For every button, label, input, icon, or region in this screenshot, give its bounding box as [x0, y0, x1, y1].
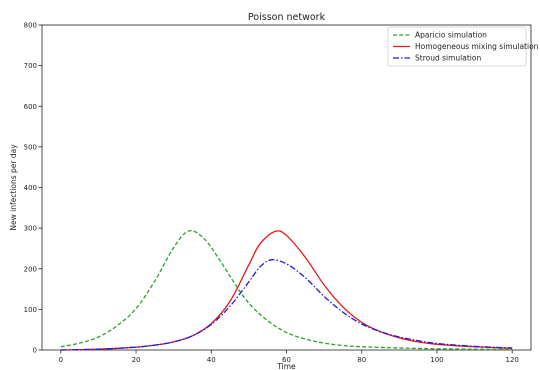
x-tick-label: 80 [357, 356, 366, 364]
y-tick-label: 700 [24, 62, 37, 70]
y-tick-label: 800 [24, 22, 37, 30]
x-axis-label: Time [276, 362, 296, 370]
series-line-2 [60, 259, 513, 351]
series-lines [60, 229, 513, 351]
legend-box [387, 26, 527, 67]
plot-area: 0 20 40 60 80 100 120 0 100 200 300 400 500 600 700 80… [24, 22, 532, 364]
chart-title: Poisson network [248, 12, 326, 23]
y-axis-label: New infections per day [9, 144, 18, 231]
x-tick-label: 0 [59, 356, 63, 364]
y-tick-label: 300 [24, 225, 37, 233]
y-tick-label: 0 [33, 347, 37, 355]
legend-label-2: Stroud simulation [415, 54, 481, 63]
x-tick-label: 60 [282, 356, 291, 364]
x-tick-label: 20 [132, 356, 141, 364]
y-tick-label: 200 [24, 265, 37, 273]
x-tick-label: 100 [430, 356, 443, 364]
legend-label-0: Aparicio simulation [415, 31, 487, 40]
legend-label-1: Homogeneous mixing simulation [415, 42, 539, 51]
y-tick-label: 100 [24, 306, 37, 314]
legend: Aparicio simulation Homogeneous mixing si… [387, 26, 539, 67]
y-tick-label: 500 [24, 143, 37, 151]
y-tick-label: 400 [24, 184, 37, 192]
x-tick-label: 120 [506, 356, 519, 364]
x-tick-label: 40 [207, 356, 216, 364]
y-axis-ticks: 0 100 200 300 400 500 600 700 800 [24, 22, 42, 355]
y-tick-label: 600 [24, 103, 37, 111]
x-axis-ticks: 0 20 40 60 80 100 120 [59, 350, 519, 364]
